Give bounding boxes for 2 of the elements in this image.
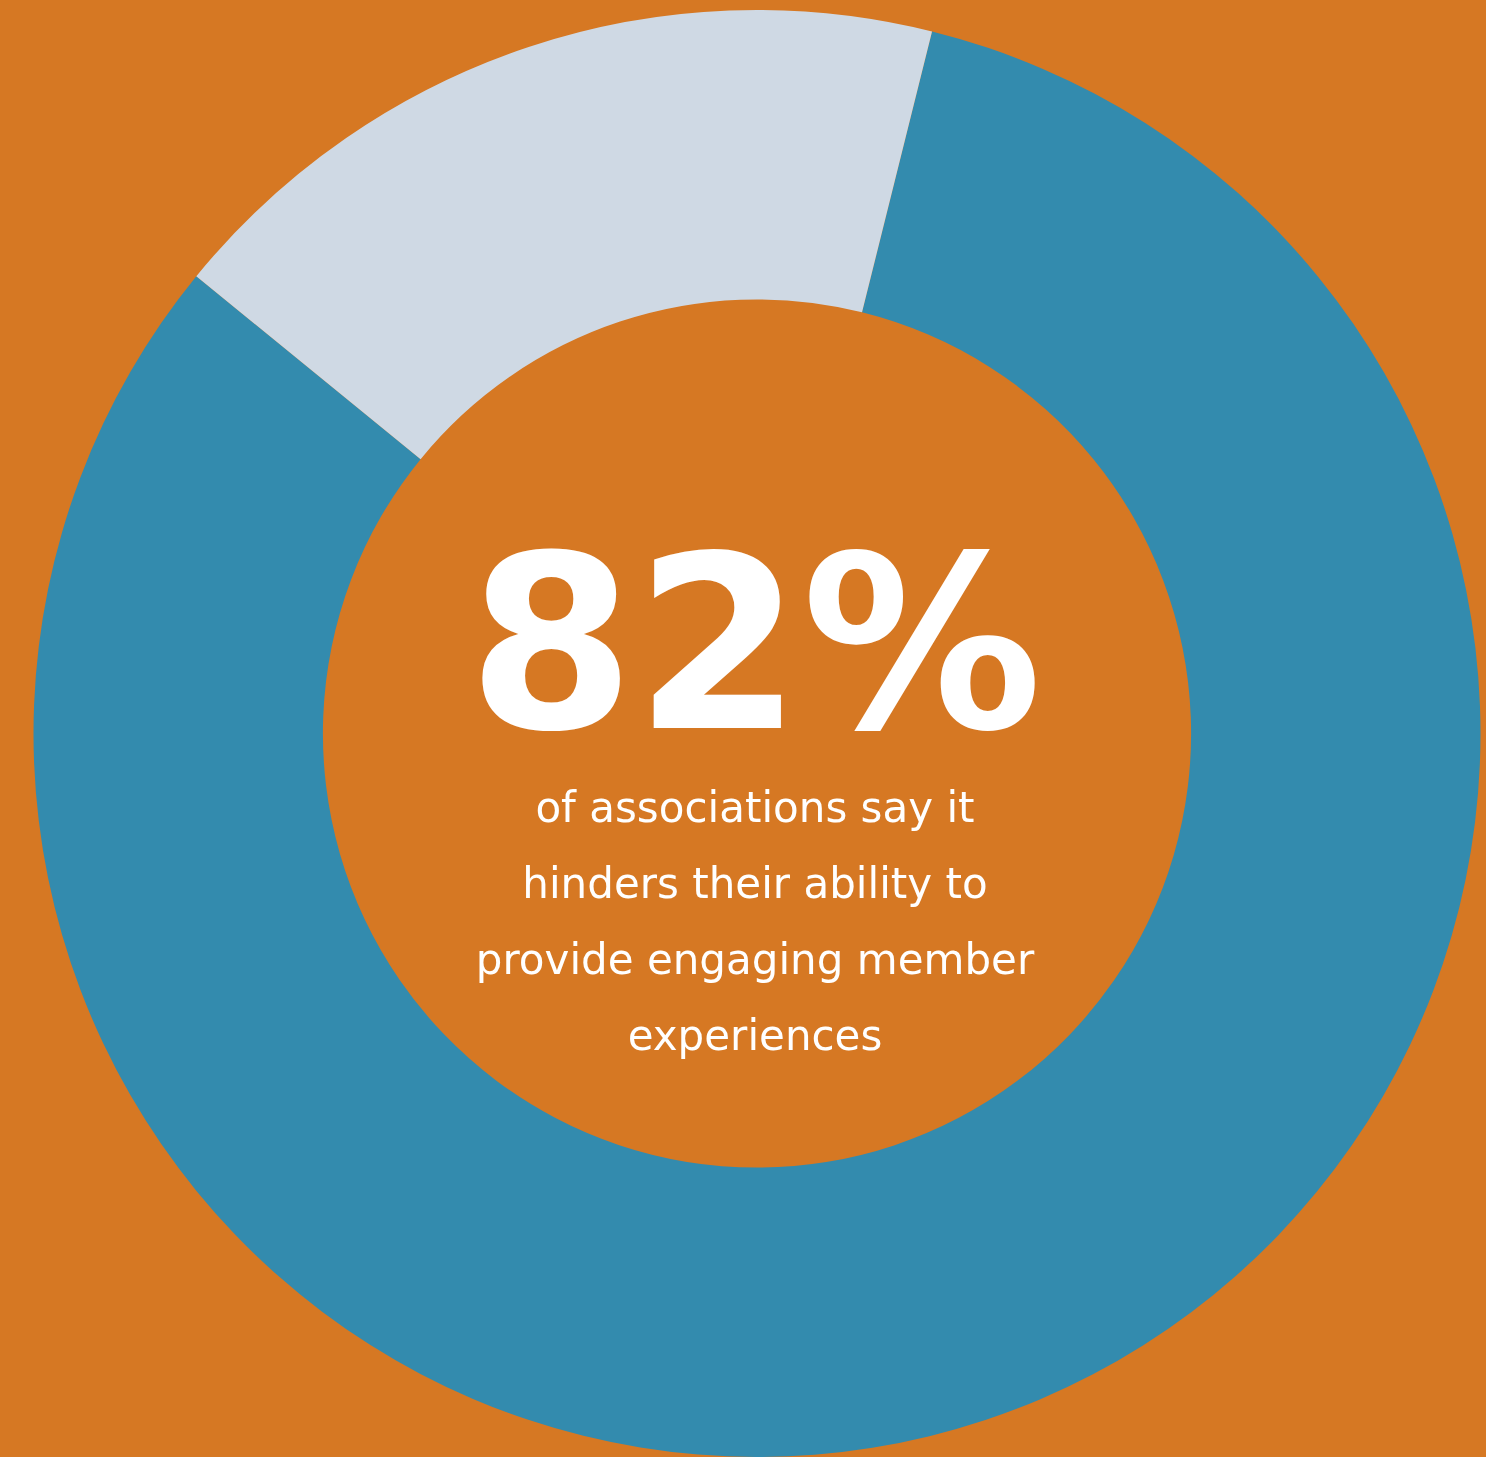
text: 82% <box>466 505 1044 785</box>
text: of associations say it hinders their ability to provide engaging member experiences <box>475 782 1035 1062</box>
